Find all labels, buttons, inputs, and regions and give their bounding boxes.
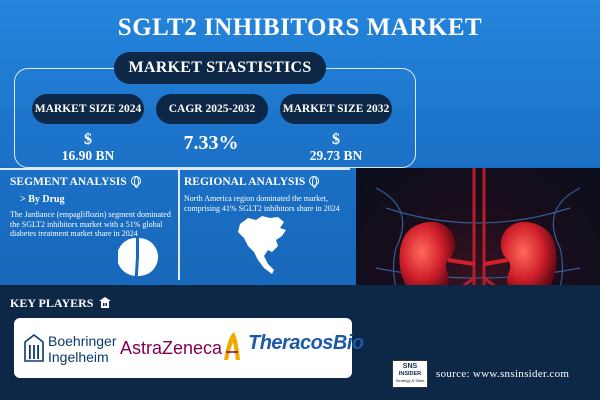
market-size-2024-value: $ 16.90 BN [32, 132, 144, 164]
badge-line3: Strategy & Stats [395, 378, 425, 383]
currency-symbol: $ [84, 131, 92, 148]
building-icon [99, 297, 112, 308]
market-size-2032-value: $ 29.73 BN [280, 132, 392, 164]
page-title: SGLT2 INHIBITORS MARKET [117, 14, 483, 41]
badge-line2: INSIDER [398, 371, 422, 377]
market-statistics-heading: MARKET STASTISTICS [114, 52, 326, 84]
section-divider-vertical [178, 168, 180, 280]
source-text: source: www.snsinsider.com [436, 368, 570, 380]
segment-analysis-title: SEGMENT ANALYSIS [10, 176, 127, 188]
cagr-value: 7.33% [183, 132, 239, 154]
theracosbio-logo: TheracosBio [248, 332, 364, 354]
segment-pie-chart [118, 237, 159, 276]
badge-line1: SNS [402, 363, 418, 370]
boehringer-ingelheim-logo: Boehringer Ingelheim [48, 333, 117, 365]
market-size-2032-amount: 29.73 BN [309, 148, 363, 163]
market-size-2024-amount: 16.90 BN [61, 148, 115, 163]
market-size-2024-label: MARKET SIZE 2024 [32, 94, 144, 124]
boehringer-logo-line2: Ingelheim [48, 349, 109, 365]
section-divider-horizontal [0, 168, 350, 170]
segment-analysis-heading: SEGMENT ANALYSIS [10, 175, 141, 188]
north-america-map-icon [238, 216, 286, 274]
astrazeneca-symbol-icon [224, 332, 240, 360]
globe-icon [130, 175, 141, 188]
segment-description: The Jardiance (empagliflozin) segment do… [10, 210, 171, 238]
key-players-heading: KEY PLAYERS [10, 296, 112, 311]
globe-icon [309, 175, 320, 188]
astrazeneca-logo: AstraZeneca [120, 338, 223, 358]
boehringer-logo-icon [24, 334, 44, 362]
market-size-2032-label: MARKET SIZE 2032 [280, 94, 392, 124]
boehringer-logo-line1: Boehringer [48, 333, 117, 349]
regional-description: North America region dominated the marke… [184, 194, 340, 213]
regional-analysis-title: REGIONAL ANALYSIS [184, 176, 306, 188]
currency-symbol: $ [332, 131, 340, 148]
pie-slice-minor [118, 237, 136, 276]
cagr-label: CAGR 2025-2032 [156, 94, 268, 124]
segment-sub-heading: > By Drug [20, 194, 65, 205]
pie-slice-major [137, 237, 159, 276]
regional-analysis-heading: REGIONAL ANALYSIS [184, 175, 320, 188]
key-players-title: KEY PLAYERS [10, 296, 94, 310]
sns-insider-badge: SNS INSIDER Strategy & Stats [392, 360, 428, 388]
key-players-logo-card: Boehringer Ingelheim AstraZeneca Theraco… [14, 318, 364, 378]
